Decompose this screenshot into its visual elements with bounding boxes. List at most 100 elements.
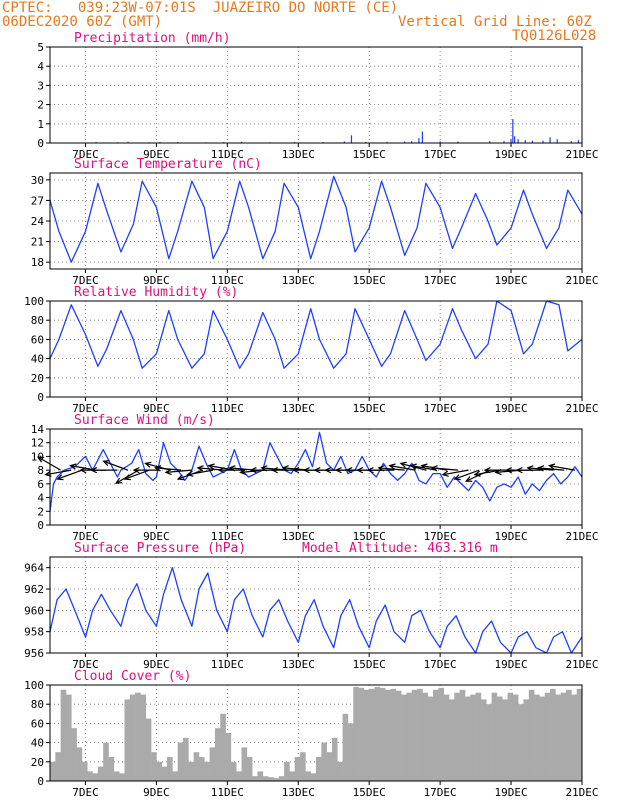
cloud-cover-bar <box>60 689 67 781</box>
cloud-cover-bar <box>294 757 301 781</box>
wind-arrow-head <box>292 466 300 474</box>
wind-ytick-label: 10 <box>31 450 44 463</box>
cloud-cover-bar <box>454 692 460 781</box>
wind-ytick-label: 0 <box>37 519 44 532</box>
cloud-cover-bar <box>172 771 178 781</box>
wind-xtick-label: 15DEC <box>353 530 386 543</box>
cloud-cover-bar <box>204 761 210 781</box>
cloud-cover-bar <box>475 692 482 781</box>
cloud-cover-bar <box>390 688 397 781</box>
wind-arrow-head <box>270 466 278 474</box>
pressure-line <box>50 567 582 653</box>
wind-arrow-head <box>90 466 98 474</box>
cloud-cover-xtick-label: 13DEC <box>282 786 315 799</box>
cloud-cover-bar <box>156 761 163 781</box>
humidity-ytick-label: 40 <box>31 353 44 366</box>
humidity-xtick-label: 17DEC <box>424 402 457 415</box>
cloud-cover-bar <box>411 689 418 781</box>
pressure-xtick-label: 19DEC <box>495 658 528 671</box>
wind-arrow-shaft <box>454 469 480 480</box>
pressure-xtick-label: 9DEC <box>143 658 170 671</box>
cloud-cover-bar <box>363 689 370 781</box>
cloud-cover-bar <box>566 689 572 781</box>
cloud-cover-bar <box>167 757 173 781</box>
wind-arrow-head <box>526 465 534 472</box>
cloud-cover-bar <box>151 752 157 781</box>
temperature-ytick-label: 27 <box>31 194 44 207</box>
wind-arrow-head <box>176 474 185 481</box>
wind-arrow-shaft <box>103 460 129 471</box>
precipitation-bar <box>411 141 413 143</box>
cloud-cover-ytick-label: 100 <box>24 679 44 692</box>
cloud-cover-bar <box>278 776 285 781</box>
precipitation-bar <box>503 141 505 143</box>
pressure-title: Surface Pressure (hPa) <box>74 541 246 556</box>
precipitation-bar <box>350 135 353 143</box>
wind-arrow-head <box>249 466 257 474</box>
header-grid-line-note: Vertical Grid Line: 60Z <box>398 14 592 30</box>
cloud-cover-bar <box>496 696 503 781</box>
wind-arrow-head <box>345 466 353 474</box>
wind-arrow-shaft <box>37 456 61 471</box>
cloud-cover-panel: 0 20 40 60 80 100 7DEC 9DEC 11DEC 13DEC 15DEC 17DEC… <box>24 669 598 799</box>
cloud-cover-bar <box>262 776 269 781</box>
humidity-title: Relative Humidity (%) <box>74 285 238 300</box>
wind-arrow-head <box>153 465 162 472</box>
cloud-cover-bar <box>161 766 168 781</box>
precipitation-bar <box>421 131 423 143</box>
cloud-cover-bar <box>528 689 535 781</box>
cloud-cover-ytick-label: 80 <box>31 698 44 711</box>
pressure-series <box>50 567 582 653</box>
precipitation-bar <box>418 138 420 143</box>
wind-arrow-head <box>313 466 321 474</box>
cloud-cover-bar <box>214 728 221 781</box>
humidity-ytick-label: 60 <box>31 333 44 346</box>
cloud-cover-xtick-label: 11DEC <box>211 786 244 799</box>
cloud-cover-bar <box>326 752 333 781</box>
temperature-series <box>50 175 582 263</box>
cloud-cover-bar <box>97 766 104 781</box>
wind-ytick-label: 4 <box>37 492 44 505</box>
temperature-xtick-label: 7DEC <box>72 274 99 287</box>
humidity-xtick-label: 13DEC <box>282 402 315 415</box>
temperature-line <box>50 175 582 263</box>
wind-arrow-head <box>473 470 481 477</box>
cloud-cover-bar <box>316 757 322 781</box>
cloud-cover-bar <box>417 688 423 781</box>
pressure-ytick-label: 956 <box>24 647 44 660</box>
pressure-xtick-label: 13DEC <box>282 658 315 671</box>
cloud-cover-bar <box>246 757 253 781</box>
wind-arrow-head <box>36 456 45 463</box>
cloud-cover-bar <box>385 689 391 781</box>
cloud-cover-bar <box>103 742 109 781</box>
wind-arrow-head <box>69 463 77 470</box>
humidity-xtick-label: 9DEC <box>143 402 170 415</box>
precipitation-bar <box>570 141 572 143</box>
cloud-cover-bar <box>449 699 455 781</box>
cloud-cover-bar <box>65 694 72 781</box>
cloud-cover-bar <box>183 737 189 781</box>
cloud-cover-xtick-label: 21DEC <box>565 786 598 799</box>
cloud-cover-bar <box>512 694 519 781</box>
cloud-cover-bar <box>555 694 562 781</box>
wind-arrow-head <box>430 465 438 472</box>
wind-arrow-shaft <box>208 465 235 471</box>
temperature-ytick-label: 18 <box>31 256 44 269</box>
cloud-cover-bar <box>135 692 141 781</box>
cloud-cover-bar <box>230 761 237 781</box>
cloud-cover-bar <box>337 761 343 781</box>
pressure-ytick-label: 960 <box>24 604 44 617</box>
wind-series <box>50 431 582 512</box>
precipitation-bar <box>457 141 459 143</box>
pressure-frame <box>49 556 583 654</box>
wind-xtick-label: 17DEC <box>424 530 457 543</box>
humidity-ytick-label: 80 <box>31 314 44 327</box>
humidity-frame <box>49 300 583 398</box>
cloud-cover-bar <box>252 776 258 781</box>
cloud-cover-bar <box>76 747 83 781</box>
wind-arrow-head <box>196 465 204 472</box>
wind-arrow-head <box>547 463 556 470</box>
cloud-cover-series <box>50 686 582 781</box>
